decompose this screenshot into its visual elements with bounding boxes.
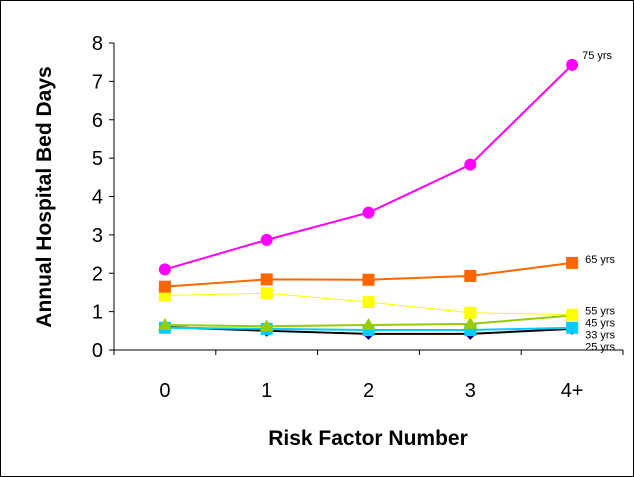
data-point: [259, 319, 274, 332]
y-tick-label: 1: [92, 302, 103, 324]
series-65-yrs: [158, 256, 579, 293]
data-point: [260, 287, 273, 300]
y-tick-label: 0: [92, 340, 103, 362]
y-tick-label: 4: [92, 187, 103, 209]
data-point: [566, 308, 579, 321]
series-label: 75 yrs: [582, 50, 612, 62]
y-tick-label: 5: [92, 148, 103, 170]
y-axis-title: Annual Hospital Bed Days: [33, 66, 56, 327]
x-axis-title: Risk Factor Number: [268, 427, 468, 450]
data-point: [566, 256, 579, 269]
x-tick-label: 4+: [561, 380, 584, 402]
data-point: [158, 263, 171, 276]
series-55-yrs: [158, 287, 579, 321]
series-group: [157, 58, 580, 340]
y-tick-label: 6: [92, 110, 103, 132]
series-label: 25 yrs: [585, 342, 615, 354]
y-tick-label: 8: [92, 33, 103, 55]
series-line: [164, 64, 573, 271]
data-point: [463, 316, 478, 329]
x-tick-label: 2: [363, 380, 374, 402]
data-point: [361, 318, 376, 331]
series-label: 55 yrs: [585, 306, 615, 318]
data-point: [157, 318, 172, 331]
x-tick-label: 0: [159, 380, 170, 402]
series-label: 65 yrs: [585, 254, 615, 266]
data-point: [362, 296, 375, 309]
data-point: [260, 273, 273, 286]
series-label: 45 yrs: [585, 318, 615, 330]
data-point: [362, 206, 375, 219]
y-tick-label: 3: [92, 225, 103, 247]
data-point: [464, 158, 477, 171]
x-axis-ticks: 0 1 2 3 4+: [113, 350, 624, 402]
series-label: 33 yrs: [585, 330, 615, 342]
data-point: [566, 58, 579, 71]
data-point: [464, 269, 477, 282]
data-point: [566, 321, 579, 334]
x-tick-label: 1: [261, 380, 272, 402]
data-point: [260, 233, 273, 246]
data-point: [158, 280, 171, 293]
y-tick-label: 7: [92, 71, 103, 93]
y-tick-label: 2: [92, 263, 103, 285]
y-axis-ticks: 0 1 2 3 4 5 6 7 8: [92, 33, 114, 362]
x-tick-label: 3: [465, 380, 476, 402]
series-75-yrs: [158, 58, 579, 276]
data-point: [464, 306, 477, 319]
data-point: [362, 273, 375, 286]
